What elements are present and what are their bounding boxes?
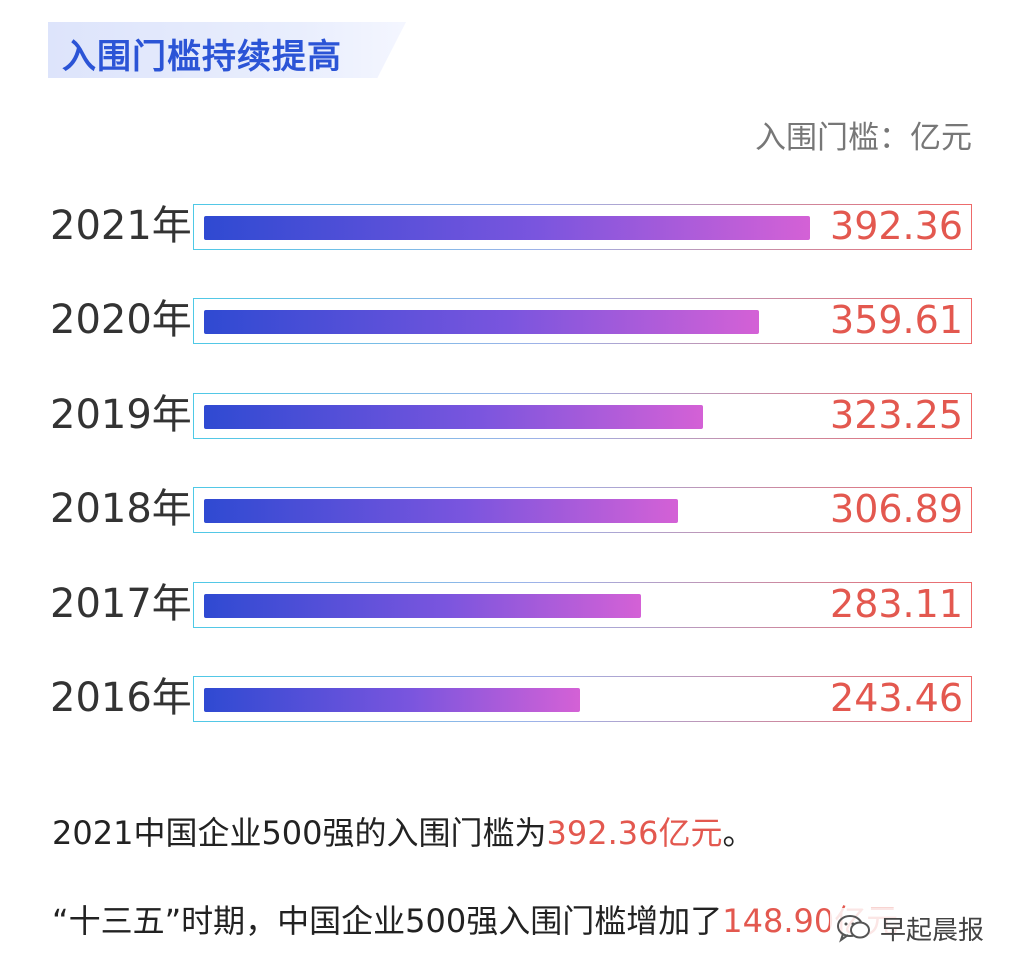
bar-value-label: 243.46 (830, 676, 963, 720)
note-line-2-text: “十三五”时期，中国企业500强入围门槛增加了 (52, 902, 723, 940)
bar (204, 688, 580, 712)
year-label: 2021年 (50, 203, 192, 249)
bar (204, 310, 759, 334)
bar (204, 499, 678, 523)
bar-value-label: 306.89 (830, 487, 963, 531)
chart-title: 入围门槛持续提高 (62, 37, 342, 77)
bar-value-label: 359.61 (830, 298, 963, 342)
bar-track: 306.89 (193, 487, 972, 533)
year-label: 2016年 (50, 675, 192, 721)
bar-value-label: 323.25 (830, 393, 963, 437)
note-line-1-suffix: 。 (722, 814, 755, 852)
bar-track: 392.36 (193, 204, 972, 250)
unit-label: 入围门槛：亿元 (755, 120, 972, 156)
year-label: 2020年 (50, 297, 192, 343)
title-banner (48, 22, 406, 78)
year-label: 2017年 (50, 581, 192, 627)
year-label: 2018年 (50, 486, 192, 532)
wechat-chat-icon (836, 915, 870, 943)
year-label: 2019年 (50, 392, 192, 438)
bar-track: 359.61 (193, 298, 972, 344)
note-line-1-text: 2021中国企业500强的入围门槛为 (52, 814, 547, 852)
bar-value-label: 283.11 (830, 582, 963, 626)
note-line-1: 2021中国企业500强的入围门槛为392.36亿元。 (52, 808, 755, 854)
bar-track: 243.46 (193, 676, 972, 722)
bar-track: 323.25 (193, 393, 972, 439)
note-line-1-value: 392.36亿元 (546, 814, 723, 852)
note-line-2: “十三五”时期，中国企业500强入围门槛增加了148.90亿元 (52, 896, 898, 942)
bar (204, 405, 703, 429)
bar (204, 216, 810, 240)
watermark-text: 早起晨报 (879, 915, 984, 946)
bar-track: 283.11 (193, 582, 972, 628)
bar-value-label: 392.36 (830, 204, 963, 248)
watermark: 早起晨报 (829, 908, 990, 948)
bar (204, 594, 641, 618)
bar-chart: 2021年 392.36 2020年 359.61 2019年 323.25 2018年 30… (50, 203, 972, 722)
